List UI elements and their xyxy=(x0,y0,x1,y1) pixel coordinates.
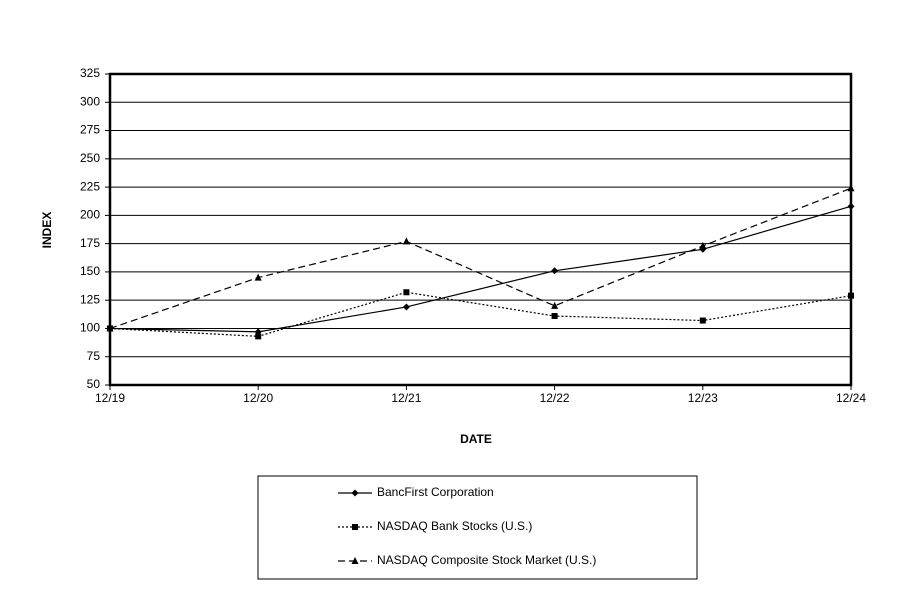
marker xyxy=(402,303,410,311)
marker xyxy=(254,273,262,281)
y-tick-label: 200 xyxy=(80,208,100,222)
series-line xyxy=(109,205,852,333)
x-tick-label: 12/19 xyxy=(95,391,125,405)
x-tick-label: 12/20 xyxy=(243,391,273,405)
y-tick-label: 300 xyxy=(80,94,100,108)
marker xyxy=(551,267,559,275)
x-tick-label: 12/23 xyxy=(688,391,718,405)
legend-box xyxy=(257,475,698,580)
y-tick-label: 175 xyxy=(80,236,100,250)
y-tick-label: 225 xyxy=(80,179,100,193)
marker xyxy=(699,317,706,324)
x-tick-label: 12/22 xyxy=(540,391,570,405)
marker xyxy=(847,184,855,192)
marker xyxy=(551,313,558,320)
x-tick-label: 12/21 xyxy=(391,391,421,405)
marker xyxy=(551,301,559,309)
marker xyxy=(352,524,358,530)
y-tick-label: 250 xyxy=(80,151,100,165)
y-axis-title: INDEX xyxy=(40,212,54,249)
legend-label: BancFirst Corporation xyxy=(377,485,494,499)
marker xyxy=(848,292,854,299)
x-axis-title: DATE xyxy=(460,432,492,446)
y-tick-label: 325 xyxy=(80,66,100,80)
y-tick-label: 150 xyxy=(80,264,100,278)
y-tick-label: 275 xyxy=(80,123,100,137)
marker xyxy=(402,237,410,245)
y-tick-label: 75 xyxy=(87,349,101,363)
y-tick-label: 50 xyxy=(87,377,101,391)
marker xyxy=(351,557,359,564)
plot-frame xyxy=(108,72,853,387)
marker xyxy=(847,202,855,210)
marker xyxy=(699,241,707,249)
series-line xyxy=(109,187,852,330)
marker xyxy=(351,489,359,497)
y-tick-label: 125 xyxy=(80,292,100,306)
legend-label: NASDAQ Composite Stock Market (U.S.) xyxy=(377,553,596,567)
legend-label: NASDAQ Bank Stocks (U.S.) xyxy=(377,519,532,533)
marker xyxy=(403,289,410,296)
y-tick-label: 100 xyxy=(80,321,100,335)
marker xyxy=(106,324,114,332)
x-tick-label: 12/24 xyxy=(836,391,866,405)
marker xyxy=(255,333,262,340)
